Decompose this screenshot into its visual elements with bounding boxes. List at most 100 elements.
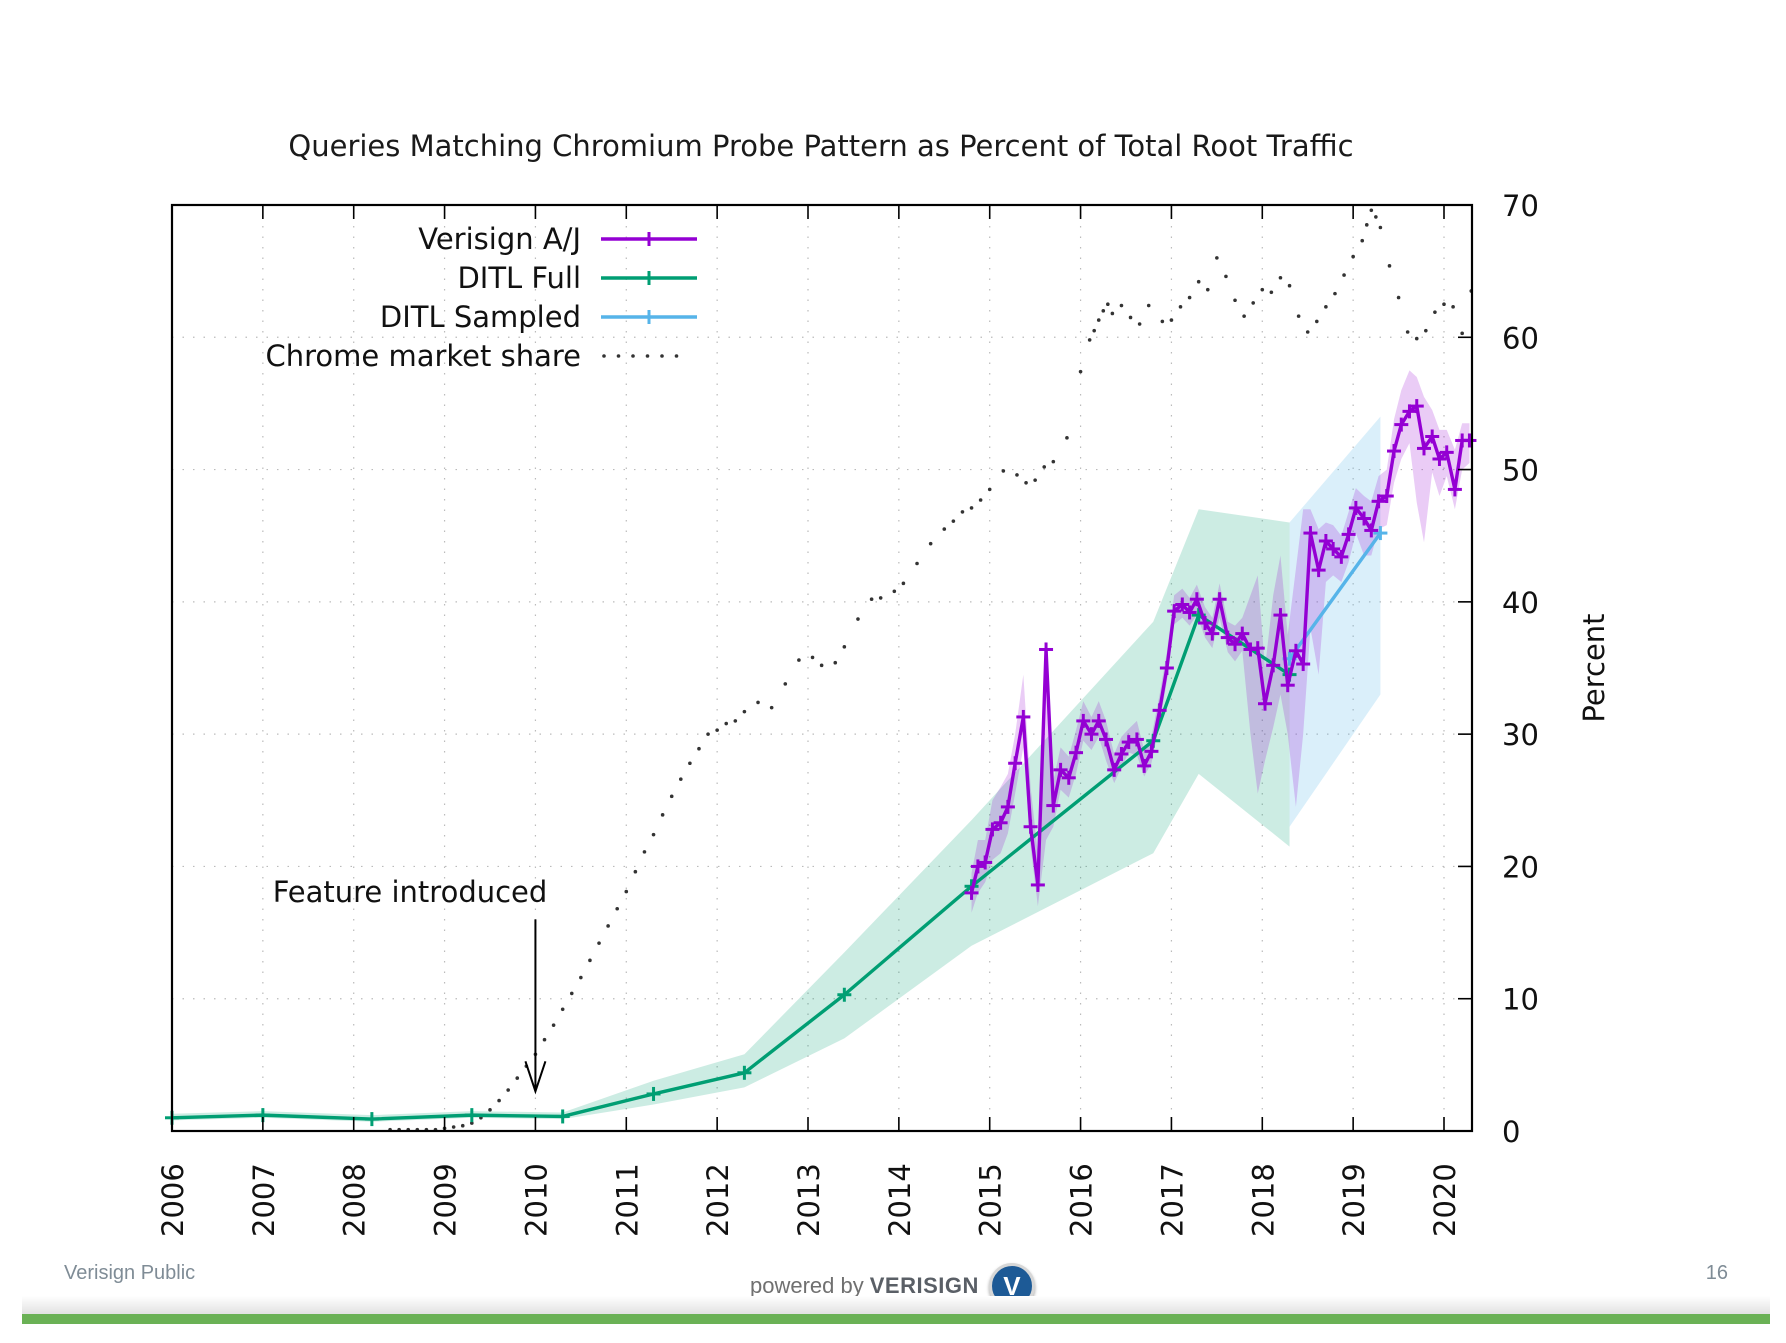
chrome-share-point [1269, 290, 1274, 295]
axis-ticks [171, 204, 1472, 1132]
chrome-share-point [733, 719, 738, 723]
chrome-share-point [1024, 481, 1028, 485]
chrome-share-point [1137, 322, 1142, 326]
chrome-share-point [783, 682, 788, 686]
chrome-share-point [1278, 275, 1283, 280]
data-point-ditl-full [364, 1112, 379, 1127]
chrome-share-point [1196, 279, 1201, 284]
chrome-share-point [697, 746, 701, 751]
data-point-verisign-a-j [1462, 433, 1477, 448]
data-point-verisign-a-j [1334, 549, 1349, 564]
chrome-share-point [1224, 274, 1228, 279]
data-point-verisign-a-j [1114, 746, 1129, 761]
data-point-verisign-a-j [1357, 511, 1372, 526]
data-point-verisign-a-j [1296, 657, 1311, 672]
chrome-share-point [1110, 311, 1115, 316]
chrome-share-point [506, 1088, 510, 1092]
legend: Verisign A/J DITL Full DITL Sampled Chrome … [266, 222, 697, 373]
chrome-share-point [624, 889, 629, 894]
data-point-verisign-a-j [1107, 762, 1122, 777]
data-point-verisign-a-j [1030, 877, 1045, 892]
data-point-verisign-a-j [1394, 417, 1409, 432]
x-tick-label: 2015 [974, 1163, 1008, 1237]
data-point-verisign-a-j [1167, 604, 1182, 619]
data-point-verisign-a-j [1379, 489, 1394, 504]
data-point-verisign-a-j [1258, 696, 1273, 711]
data-point-verisign-a-j [1189, 592, 1204, 607]
chrome-share-point [1146, 303, 1151, 308]
chrome-share-point [497, 1098, 501, 1103]
data-point-verisign-a-j [1371, 494, 1386, 509]
chrome-share-point [1205, 287, 1210, 292]
data-point-verisign-a-j [1198, 616, 1213, 631]
chrome-share-point [1374, 215, 1378, 219]
chrome-share-point [960, 510, 965, 514]
data-point-verisign-a-j [1220, 630, 1235, 645]
x-tick-label: 2013 [792, 1163, 826, 1237]
chrome-share-point [1324, 305, 1328, 309]
chrome-share-point [451, 1125, 456, 1129]
chrome-share-point [1360, 238, 1365, 243]
legend-label: DITL Full [457, 261, 581, 295]
chrome-share-point [797, 658, 801, 662]
chrome-share-point [892, 589, 897, 594]
arrow-head-icon [524, 1060, 547, 1095]
page-number: 16 [1705, 1262, 1728, 1284]
chrome-share-point [1351, 254, 1355, 259]
legend-dot [631, 354, 635, 358]
data-point-verisign-a-j [1348, 500, 1363, 515]
x-tick-label: 2007 [247, 1163, 281, 1237]
x-tick-label: 2017 [1155, 1163, 1189, 1237]
chrome-share-point [1260, 287, 1265, 292]
legend-marker [642, 310, 656, 324]
x-tick-label: 2011 [610, 1163, 644, 1237]
legend-item-ditl-sampled: DITL Sampled [380, 300, 697, 334]
data-point-verisign-a-j [1402, 404, 1417, 419]
chrome-share-point [470, 1121, 474, 1125]
data-point-verisign-a-j [1326, 541, 1341, 556]
chrome-share-point [588, 958, 592, 963]
data-point-verisign-a-j [985, 822, 1000, 837]
chrome-share-point [1405, 330, 1410, 334]
chrome-share-point [1051, 459, 1056, 464]
chrome-share-point [579, 975, 583, 980]
chrome-share-point [1242, 314, 1246, 318]
chrome-share-point [987, 487, 992, 492]
data-point-verisign-a-j [1039, 642, 1054, 657]
y-tick-label: 70 [1502, 189, 1539, 223]
chrome-share-point [669, 794, 674, 799]
legend-marker [642, 271, 656, 285]
chrome-share-point [1433, 310, 1437, 314]
chrome-market-share-series [388, 208, 1474, 1132]
data-point-verisign-a-j [1228, 637, 1243, 652]
data-point-verisign-a-j [1099, 732, 1114, 747]
y-tick-label: 30 [1502, 718, 1539, 752]
data-point-verisign-a-j [1182, 605, 1197, 620]
chrome-share-point [1078, 369, 1083, 374]
chrome-share-point [1106, 302, 1110, 307]
chrome-share-point [942, 527, 947, 531]
data-point-verisign-a-j [1000, 799, 1015, 814]
chrome-share-point [878, 596, 883, 600]
chrome-share-point [856, 617, 860, 621]
chrome-share-point [488, 1108, 492, 1112]
chrome-share-point [633, 869, 638, 874]
legend-dot [674, 354, 679, 358]
x-axis-labels: 2006 2007 2008 2009 2010 2011 2012 2013 2014 2015… [156, 1163, 1462, 1237]
chrome-share-point [1396, 295, 1401, 300]
chrome-share-point [1187, 295, 1192, 300]
chrome-share-point [1096, 318, 1101, 322]
chrome-share-point [915, 561, 919, 566]
chrome-share-point [1033, 478, 1037, 482]
x-tick-label: 2018 [1246, 1163, 1280, 1237]
chrome-share-point [679, 777, 683, 781]
band-ditl-full [172, 509, 1290, 1122]
y-axis-title: Percent [1577, 613, 1611, 722]
x-tick-label: 2006 [156, 1163, 190, 1237]
data-point-verisign-a-j [1288, 643, 1303, 658]
plot-frame [170, 203, 1474, 1133]
legend-dot [660, 354, 664, 358]
data-point-verisign-a-j [1159, 661, 1174, 675]
chrome-share-point [569, 991, 574, 996]
